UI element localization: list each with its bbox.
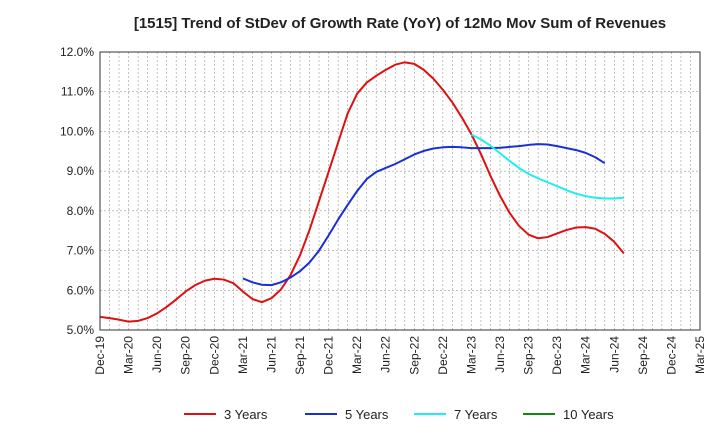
x-tick-label: Jun-20 <box>150 336 164 373</box>
x-axis-ticks: Dec-19 Mar-20 Jun-20 Sep-20 Dec-20 Mar-21 Jun-… <box>93 336 707 375</box>
y-tick-label: 9.0% <box>67 164 95 178</box>
chart-title: [1515] Trend of StDev of Growth Rate (Yo… <box>134 15 666 32</box>
series-line-3-years <box>99 61 625 323</box>
x-tick-label: Sep-21 <box>293 336 307 375</box>
x-tick-label: Mar-23 <box>464 336 478 374</box>
x-tick-label: Dec-21 <box>322 336 336 375</box>
grid <box>100 52 700 330</box>
x-tick-label: Sep-23 <box>522 336 536 375</box>
x-tick-label: Mar-22 <box>350 336 364 374</box>
x-tick-label: Jun-24 <box>607 336 621 373</box>
y-tick-label: 12.0% <box>60 45 94 59</box>
x-tick-label: Mar-25 <box>693 336 707 374</box>
y-tick-label: 8.0% <box>67 204 95 218</box>
legend: 3 Years 5 Years 7 Years 10 Years <box>184 407 614 422</box>
series-lines <box>99 61 625 323</box>
x-tick-label: Sep-22 <box>407 336 421 375</box>
x-tick-label: Sep-20 <box>179 336 193 375</box>
legend-label: 3 Years <box>224 407 268 422</box>
x-tick-label: Mar-24 <box>579 336 593 374</box>
y-tick-label: 10.0% <box>60 124 94 138</box>
x-tick-label: Jun-21 <box>264 336 278 373</box>
x-tick-label: Dec-19 <box>93 336 107 375</box>
plot-frame <box>99 51 701 331</box>
y-tick-label: 5.0% <box>67 323 95 337</box>
x-tick-label: Mar-20 <box>122 336 136 374</box>
x-tick-label: Jun-23 <box>493 336 507 373</box>
legend-label: 10 Years <box>563 407 614 422</box>
x-tick-label: Sep-24 <box>636 336 650 375</box>
x-tick-label: Jun-22 <box>379 336 393 373</box>
y-axis-ticks: 5.0% 6.0% 7.0% 8.0% 9.0% 10.0% 11.0% 12.0% <box>60 45 94 337</box>
x-tick-label: Dec-22 <box>436 336 450 375</box>
y-tick-label: 11.0% <box>61 85 94 99</box>
x-tick-label: Mar-21 <box>236 336 250 374</box>
x-tick-label: Dec-23 <box>550 336 564 375</box>
y-tick-label: 6.0% <box>67 283 95 297</box>
x-tick-label: Dec-24 <box>664 336 678 375</box>
legend-label: 5 Years <box>345 407 389 422</box>
x-tick-label: Dec-20 <box>207 336 221 375</box>
y-tick-label: 7.0% <box>67 244 95 258</box>
series-line-7-years <box>470 133 624 200</box>
series-line-5-years <box>242 143 606 287</box>
legend-label: 7 Years <box>454 407 498 422</box>
